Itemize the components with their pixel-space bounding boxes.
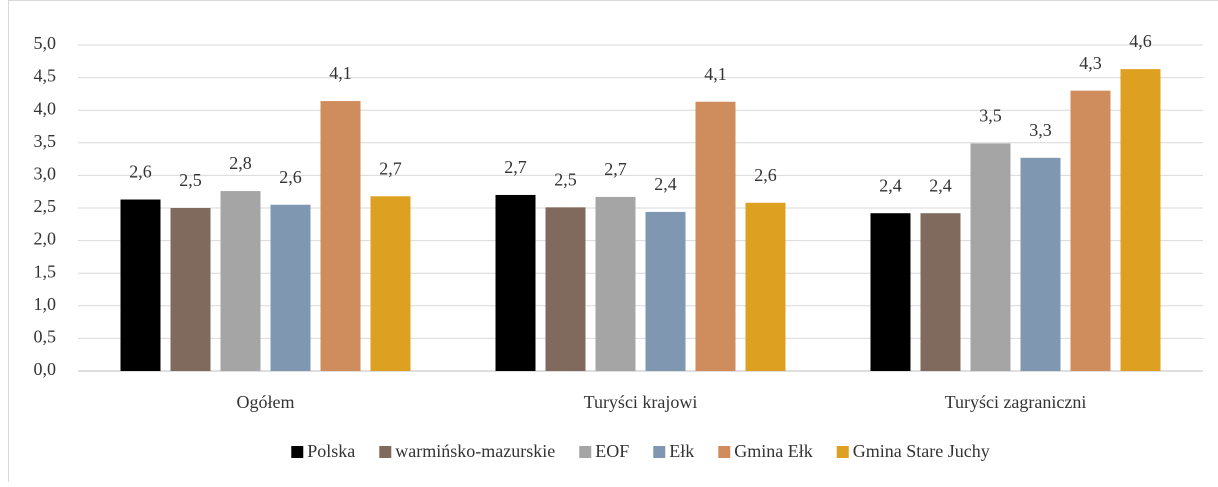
y-tick-label: 1,5 [34, 261, 57, 281]
bar [696, 102, 736, 371]
data-label: 2,5 [554, 169, 577, 189]
bar [921, 213, 961, 371]
data-label: 3,5 [979, 106, 1002, 126]
data-label: 3,3 [1029, 120, 1052, 140]
data-label: 2,6 [279, 167, 302, 187]
bar [171, 208, 211, 371]
data-label: 2,7 [504, 157, 527, 177]
x-tick-label: Ogółem [237, 392, 295, 412]
bar [321, 101, 361, 371]
bar [596, 197, 636, 371]
bar [496, 195, 536, 371]
y-tick-label: 0,0 [34, 359, 57, 379]
bar [1121, 69, 1161, 371]
legend-label: warmińsko-mazurskie [395, 441, 555, 461]
x-tick-label: Turyści zagraniczni [945, 392, 1087, 412]
legend-swatch [653, 446, 665, 458]
data-label: 2,4 [929, 175, 952, 195]
y-tick-label: 4,0 [34, 98, 57, 118]
y-tick-label: 2,0 [34, 229, 57, 249]
data-label: 2,7 [379, 158, 402, 178]
data-label: 4,1 [704, 64, 727, 84]
data-label: 2,4 [654, 174, 677, 194]
y-tick-label: 1,0 [34, 294, 57, 314]
data-label: 2,8 [229, 153, 252, 173]
legend-label: Gmina Ełk [734, 441, 813, 461]
bar [1021, 158, 1061, 371]
bar [971, 143, 1011, 371]
legend-label: Gmina Stare Juchy [853, 441, 990, 461]
data-label: 2,6 [754, 165, 777, 185]
bar [1071, 91, 1111, 371]
data-label: 4,6 [1129, 31, 1152, 51]
bar [271, 205, 311, 371]
legend-label: Ełk [669, 441, 694, 461]
legend-swatch [291, 446, 303, 458]
y-tick-label: 3,0 [34, 164, 57, 184]
x-tick-label: Turyści krajowi [584, 392, 698, 412]
y-tick-label: 5,0 [34, 33, 57, 53]
bar [871, 213, 911, 371]
bar [646, 212, 686, 371]
data-label: 2,6 [129, 162, 152, 182]
legend-swatch [379, 446, 391, 458]
bar [546, 207, 586, 371]
data-label: 2,7 [604, 159, 627, 179]
legend-swatch [579, 446, 591, 458]
data-label: 2,4 [879, 175, 902, 195]
data-label: 4,3 [1079, 53, 1102, 73]
data-label: 4,1 [329, 63, 352, 83]
bar [371, 196, 411, 371]
legend-label: Polska [307, 441, 355, 461]
y-tick-label: 2,5 [34, 196, 57, 216]
bar [221, 191, 261, 371]
bar [746, 203, 786, 371]
legend-swatch [837, 446, 849, 458]
data-label: 2,5 [179, 170, 202, 190]
y-tick-label: 3,5 [34, 131, 57, 151]
legend-swatch [718, 446, 730, 458]
y-tick-label: 4,5 [34, 66, 57, 86]
y-tick-label: 0,5 [34, 327, 57, 347]
legend-label: EOF [595, 441, 629, 461]
bar [121, 200, 161, 371]
